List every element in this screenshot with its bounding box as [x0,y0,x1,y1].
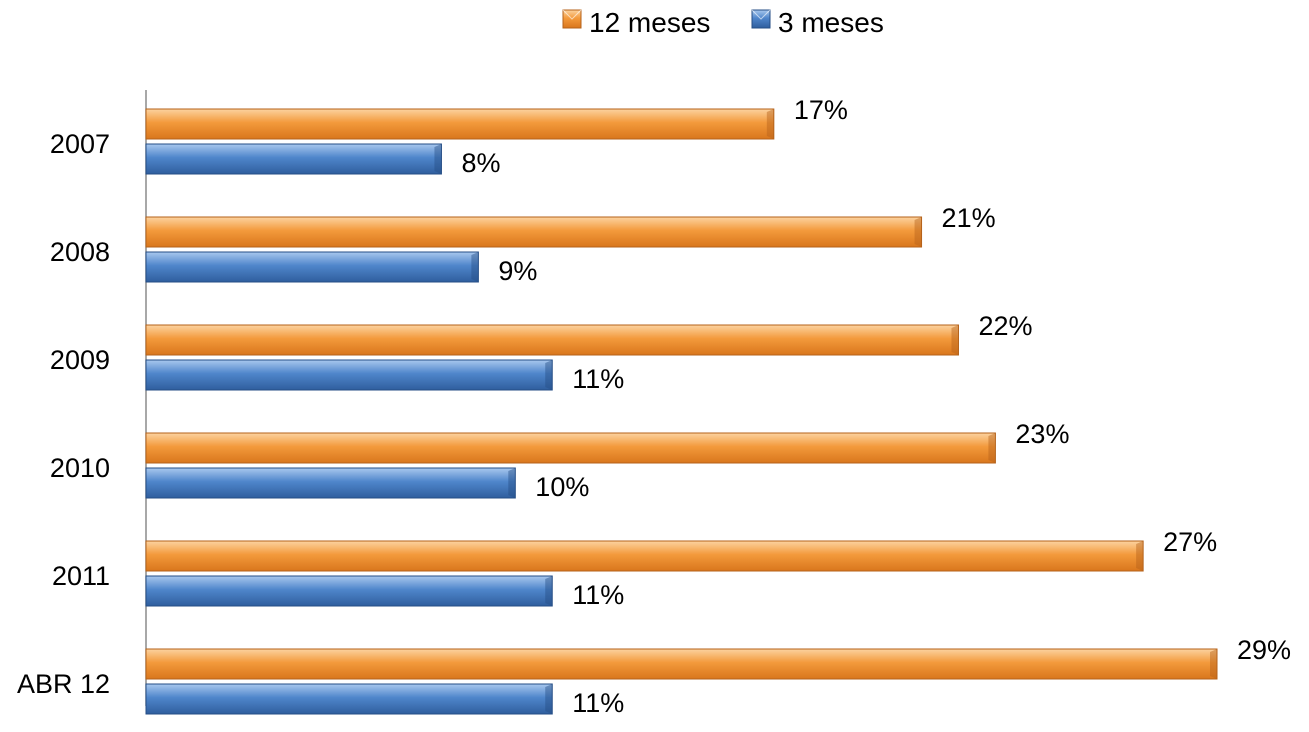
legend-label-12-meses: 12 meses [589,7,710,38]
bars [145,108,1218,715]
data-label-12-meses-2007: 17% [794,95,848,125]
bar-12-meses-2010 [145,432,996,464]
data-label-3-meses-2011: 11% [572,580,624,610]
category-label-2007: 2007 [50,129,110,159]
bar-3-meses-2011 [145,575,553,607]
legend-label-3-meses: 3 meses [778,7,884,38]
data-label-12-meses-2008: 21% [942,203,996,233]
data-labels: 17% 8% 21% 9% 22% 11% 23% 10% 27% 11% 29% 11% [461,95,1291,718]
bar-3-meses-2008 [145,251,479,283]
bar-3-meses-2007 [145,143,442,175]
bar-cap-3-meses-2011 [545,576,553,606]
category-label-abr-12: ABR 12 [17,669,110,699]
data-label-12-meses-abr-12: 29% [1237,635,1291,665]
bar-cap-12-meses-2009 [951,325,959,355]
legend-swatch-bevel-12-meses [562,9,582,20]
bar-cap-12-meses-2011 [1136,541,1144,571]
bar-cap-3-meses-2010 [508,468,516,498]
bar-12-meses-2009 [145,324,959,356]
bar-cap-3-meses-2007 [434,144,442,174]
bar-cap-3-meses-2008 [471,252,479,282]
data-label-3-meses-2008: 9% [498,256,537,286]
bar-cap-3-meses-2009 [545,360,553,390]
bar-3-meses-2009 [145,359,553,391]
bar-3-meses-2010 [145,467,516,499]
bar-12-meses-abr-12 [145,648,1218,680]
bar-cap-12-meses-abr-12 [1210,649,1217,679]
bar-12-meses-2008 [145,216,923,248]
data-label-12-meses-2009: 22% [978,311,1032,341]
data-label-3-meses-2009: 11% [572,364,624,394]
category-label-2009: 2009 [50,345,110,375]
category-label-2011: 2011 [52,561,110,591]
category-tick-labels: 2007 2008 2009 2010 2011 ABR 12 [17,129,110,699]
bar-cap-12-meses-2007 [766,109,774,139]
bar-3-meses-abr-12 [145,683,553,715]
bar-12-meses-2007 [145,108,775,140]
bar-12-meses-2011 [145,540,1144,572]
category-label-2010: 2010 [50,453,110,483]
bar-cap-12-meses-2008 [914,217,922,247]
data-label-3-meses-2007: 8% [461,148,500,178]
legend-swatch-bevel-3-meses [751,9,771,20]
data-label-3-meses-2010: 10% [535,472,589,502]
category-label-2008: 2008 [50,237,110,267]
bar-cap-3-meses-abr-12 [545,684,553,714]
legend: 12 meses 3 meses [562,7,884,38]
bar-cap-12-meses-2010 [988,433,996,463]
data-label-3-meses-abr-12: 11% [572,688,624,718]
data-label-12-meses-2011: 27% [1163,527,1217,557]
data-label-12-meses-2010: 23% [1015,419,1069,449]
